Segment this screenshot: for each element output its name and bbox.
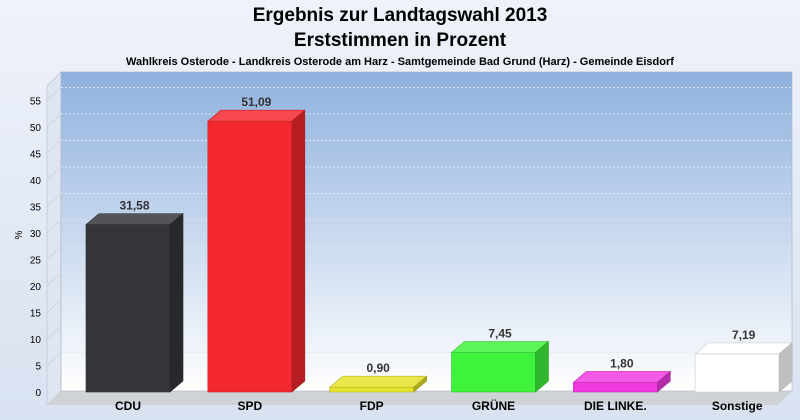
bar-front [329, 386, 414, 393]
y-axis-label: % [14, 230, 25, 239]
y-tick-label: 20 [30, 282, 42, 293]
bar-side [535, 340, 549, 393]
grid-line [46, 272, 62, 287]
bar-fdp: 0,90 [328, 361, 428, 393]
data-label: 1,80 [610, 356, 634, 370]
bar-die-linke-: 1,80 [572, 356, 672, 393]
bar-side [291, 109, 306, 393]
x-tick-label: CDU [115, 399, 141, 413]
x-tick-label: Sonstige [712, 399, 763, 413]
x-axis: CDU SPD FDP GRÜNE DIE LINKE. Sonstige [115, 398, 763, 413]
x-tick-label: GRÜNE [472, 398, 515, 413]
bar-front [694, 353, 780, 393]
grid-line [46, 113, 62, 128]
bar-top [572, 371, 672, 383]
bar-spd: 51,09 [207, 95, 306, 393]
bar-top [207, 109, 306, 122]
x-tick-label: FDP [360, 399, 384, 413]
chart-title-line2: Erststimmen in Prozent [294, 30, 507, 51]
chart-subtitle: Wahlkreis Osterode - Landkreis Osterode … [126, 56, 674, 68]
bar-side [657, 370, 671, 393]
data-label: 7,45 [488, 327, 512, 341]
grid-line [46, 193, 62, 207]
bar-top [328, 375, 428, 388]
bar-grüne: 7,45 [450, 327, 550, 393]
y-tick-label: 45 [30, 150, 42, 161]
y-tick-label: 40 [30, 176, 42, 187]
bar-front [451, 352, 536, 393]
y-axis: 0 5 10 15 20 25 30 35 40 45 50 55 [30, 97, 42, 400]
grid-line [46, 87, 62, 101]
bars: 31,58 51,09 0,90 7,45 1,80 7,19 [85, 95, 793, 393]
grid-line [46, 166, 62, 181]
data-label: 51,09 [241, 95, 271, 109]
bar-front [573, 382, 658, 393]
bar-side [169, 212, 184, 393]
bar-top [694, 342, 793, 355]
grid-line [46, 299, 62, 313]
y-tick-label: 10 [30, 335, 42, 346]
bar-side [778, 342, 793, 393]
grid-line [46, 325, 62, 340]
bar-top [450, 341, 550, 353]
y-tick-label: 35 [30, 203, 42, 214]
bar-side [413, 375, 427, 393]
bar-front [207, 120, 293, 393]
bar-top [85, 213, 184, 225]
bar-front [85, 224, 171, 393]
bar-cdu: 31,58 [85, 199, 184, 393]
chart-title: Ergebnis zur Landtagswahl 2013 [253, 5, 548, 26]
grid-line [46, 140, 62, 154]
grid-line [46, 219, 62, 234]
y-tick-label: 15 [30, 309, 42, 320]
y-tick-label: 25 [30, 256, 42, 267]
data-label: 7,19 [732, 328, 756, 342]
grid-line [46, 246, 62, 260]
x-tick-label: SPD [237, 399, 262, 413]
y-tick-label: 0 [35, 388, 41, 399]
y-tick-label: 5 [35, 362, 41, 373]
data-label: 0,90 [366, 361, 390, 375]
data-label: 31,58 [119, 199, 149, 213]
bar-sonstige: 7,19 [694, 328, 793, 393]
y-tick-label: 55 [30, 97, 42, 108]
y-tick-label: 50 [30, 123, 42, 134]
y-tick-label: 30 [30, 229, 42, 240]
x-tick-label: DIE LINKE. [584, 399, 647, 413]
grid-line [46, 352, 62, 366]
